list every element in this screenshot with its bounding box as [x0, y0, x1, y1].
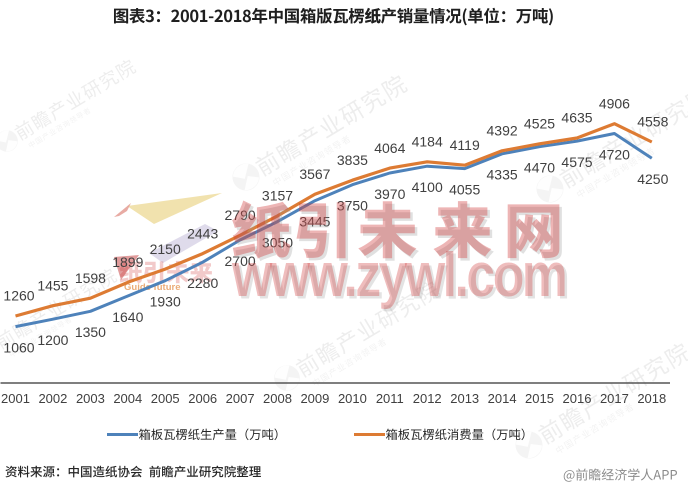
- svg-text:2005: 2005: [151, 391, 180, 406]
- svg-text:3835: 3835: [337, 152, 368, 168]
- svg-text:3567: 3567: [299, 166, 330, 182]
- svg-text:1350: 1350: [75, 324, 106, 340]
- svg-text:2008: 2008: [263, 391, 292, 406]
- svg-text:3970: 3970: [374, 186, 405, 202]
- svg-text:4335: 4335: [487, 167, 518, 183]
- svg-text:4250: 4250: [637, 171, 668, 187]
- svg-text:4184: 4184: [412, 134, 443, 150]
- svg-text:4720: 4720: [599, 146, 630, 162]
- svg-text:4119: 4119: [450, 137, 480, 153]
- svg-text:www.zywl.com: www.zywl.com: [234, 243, 568, 312]
- svg-text:2002: 2002: [38, 391, 67, 406]
- svg-text:2700: 2700: [225, 253, 256, 269]
- svg-text:4100: 4100: [412, 179, 443, 195]
- svg-text:4064: 4064: [374, 140, 405, 156]
- svg-text:4558: 4558: [637, 114, 668, 130]
- svg-text:2010: 2010: [338, 391, 367, 406]
- svg-text:1598: 1598: [75, 270, 106, 286]
- svg-text:4525: 4525: [524, 116, 555, 132]
- svg-text:2015: 2015: [525, 391, 554, 406]
- svg-text:2280: 2280: [187, 275, 218, 291]
- svg-text:2007: 2007: [226, 391, 255, 406]
- svg-text:4635: 4635: [561, 110, 592, 126]
- svg-text:2012: 2012: [413, 391, 442, 406]
- svg-text:1930: 1930: [150, 294, 181, 310]
- svg-text:2016: 2016: [563, 391, 592, 406]
- svg-text:2018: 2018: [637, 391, 666, 406]
- svg-text:2009: 2009: [300, 391, 329, 406]
- svg-text:2443: 2443: [187, 225, 218, 241]
- svg-text:2017: 2017: [600, 391, 629, 406]
- svg-text:2004: 2004: [113, 391, 142, 406]
- svg-text:1455: 1455: [37, 277, 68, 293]
- svg-text:3157: 3157: [262, 188, 293, 204]
- svg-text:4392: 4392: [487, 123, 518, 139]
- svg-text:1899: 1899: [112, 254, 143, 270]
- svg-text:2014: 2014: [488, 391, 517, 406]
- svg-text:1060: 1060: [3, 339, 34, 355]
- svg-text:2150: 2150: [150, 241, 181, 257]
- svg-text:4470: 4470: [524, 160, 555, 176]
- svg-text:2003: 2003: [76, 391, 105, 406]
- svg-text:2013: 2013: [450, 391, 479, 406]
- svg-text:2011: 2011: [376, 391, 404, 406]
- svg-text:www.zywl.com: www.zywl.com: [231, 241, 565, 310]
- svg-text:4055: 4055: [449, 181, 480, 197]
- svg-text:1640: 1640: [112, 309, 143, 325]
- svg-text:2001: 2001: [1, 391, 30, 406]
- svg-text:2006: 2006: [188, 391, 217, 406]
- svg-text:1200: 1200: [37, 332, 68, 348]
- svg-text:4575: 4575: [561, 154, 592, 170]
- svg-text:1260: 1260: [3, 288, 34, 304]
- svg-text:4906: 4906: [599, 95, 630, 111]
